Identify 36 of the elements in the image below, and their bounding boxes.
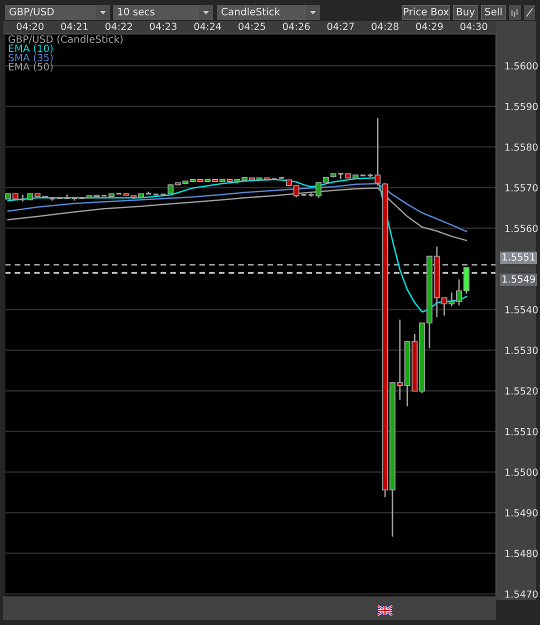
x-tick-label: 04:22 <box>106 22 132 30</box>
y-tick-label: 1.5490 <box>505 509 538 517</box>
y-tick-label: 1.5530 <box>505 346 538 354</box>
x-tick-label: 04:28 <box>372 22 398 30</box>
text: CandleStick <box>222 8 280 16</box>
text: Buy <box>456 8 475 18</box>
text: EMA (10) <box>8 44 53 54</box>
y-tick-label: 1.5580 <box>505 143 538 151</box>
x-tick-label: 04:24 <box>194 22 222 30</box>
text: 10 secs <box>118 8 154 16</box>
x-tick-label: 04:26 <box>282 22 310 30</box>
x-tick-label: 04:27 <box>327 22 354 30</box>
text: Price Box <box>404 8 449 16</box>
chart-title: GBP/USD (CandleStick) <box>8 35 123 44</box>
y-tick-label: 1.5560 <box>505 224 538 232</box>
y-tick-label: 1.5570 <box>505 184 538 192</box>
y-tick-label: 1.5470 <box>505 590 538 598</box>
text: EMA (50) <box>8 62 53 72</box>
x-tick-label: 04:25 <box>238 22 266 30</box>
y-tick-label: 1.5510 <box>505 428 538 436</box>
y-tick-label: 1.5590 <box>505 102 538 110</box>
x-tick-label: 04:29 <box>416 22 443 30</box>
y-tick-label: 1.5500 <box>505 468 538 476</box>
text: Sell <box>485 8 502 16</box>
x-tick-label: 04:23 <box>150 22 176 30</box>
y-tick-label: 1.5480 <box>505 550 538 558</box>
ref-line-label: 1.5551 <box>502 253 535 261</box>
ref-line-label: 1.5549 <box>502 275 535 283</box>
y-tick-label: 1.5520 <box>505 387 538 395</box>
x-tick-label: 04:30 <box>460 22 488 30</box>
y-tick-label: 1.5600 <box>505 62 538 70</box>
text: SMA (35) <box>8 54 53 62</box>
x-tick-label: 04:20 <box>16 22 44 30</box>
y-tick-label: 1.5540 <box>505 306 538 314</box>
text: GBP/USD <box>10 8 54 16</box>
x-tick-label: 04:21 <box>61 22 88 30</box>
